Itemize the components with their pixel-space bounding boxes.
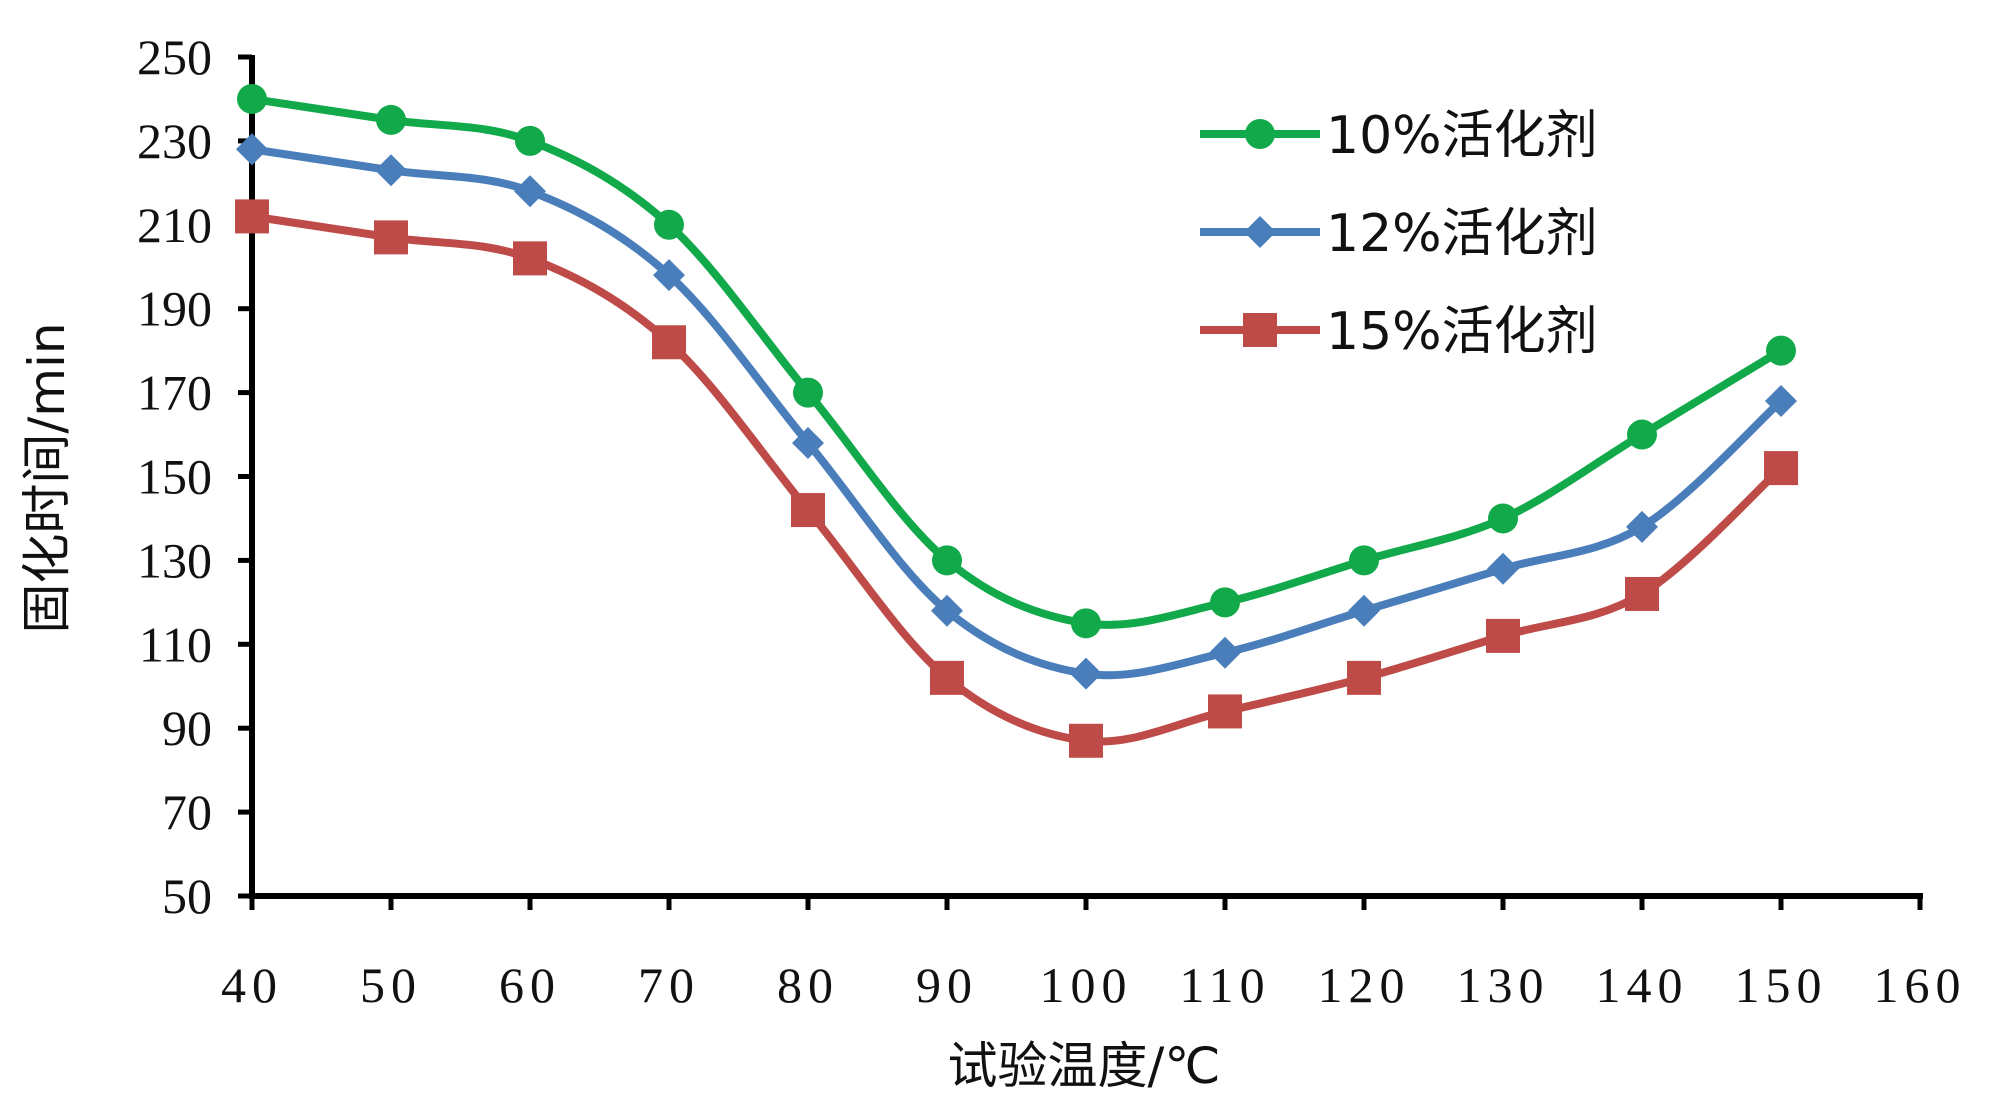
y-tick-label: 190 [137,281,212,337]
data-point [1208,694,1242,729]
y-tick-label: 90 [162,700,212,756]
data-point [1070,657,1102,690]
data-point [235,199,269,234]
data-point [1348,594,1380,627]
series-group [235,83,1798,758]
legend-marker [1244,216,1276,248]
data-point [1349,545,1379,576]
y-axis-title: 固化时间/min [18,322,76,633]
legend-label: 15%活化剂 [1326,302,1598,362]
series-3 [235,199,1798,758]
data-point [1488,503,1518,534]
x-tick-label: 60 [499,957,561,1013]
data-point [654,209,684,240]
data-point [513,241,547,276]
x-tick-label: 110 [1179,957,1270,1013]
data-point [1486,618,1520,653]
data-point [931,594,963,627]
x-tick-label: 120 [1318,957,1411,1013]
data-point [237,83,267,114]
legend-marker [1243,313,1277,347]
data-point [1071,608,1101,639]
legend-item: 15%活化剂 [1200,302,1598,362]
y-tick-label: 230 [137,113,212,169]
y-tick-label: 130 [137,532,212,588]
data-point [793,377,823,408]
series-2 [236,133,1797,690]
data-point [1210,587,1240,618]
x-tick-label: 100 [1040,957,1133,1013]
data-point [1766,335,1796,366]
legend-marker [1245,119,1275,149]
legend-item: 12%活化剂 [1200,204,1598,264]
data-point [1627,419,1657,450]
x-tick-label: 50 [360,957,422,1013]
data-point [1487,552,1519,585]
y-tick-label: 170 [137,365,212,421]
data-point [514,175,546,208]
data-point [374,220,408,255]
data-point [1764,451,1798,486]
data-point [653,259,685,292]
series-line [248,212,1785,746]
x-tick-label: 70 [638,957,700,1013]
x-tick-label: 150 [1735,957,1828,1013]
legend-label: 10%活化剂 [1326,106,1598,166]
legend: 10%活化剂 12%活化剂 15%活化剂 [1200,106,1598,362]
y-tick-label: 50 [162,868,212,924]
data-point [1069,723,1103,758]
y-tick-label: 110 [139,616,212,672]
legend-label: 12%活化剂 [1326,204,1598,264]
x-tick-label: 80 [777,957,839,1013]
data-point [792,426,824,459]
y-tick-label: 150 [137,449,212,505]
data-point [1347,660,1381,695]
data-point [930,660,964,695]
x-tick-label: 140 [1596,957,1689,1013]
legend-item: 10%活化剂 [1200,106,1598,166]
data-point [1625,576,1659,611]
x-tick-label: 90 [916,957,978,1013]
data-point [375,154,407,187]
series-1 [237,83,1796,639]
y-tick-label: 250 [137,29,212,85]
y-tick-label: 70 [162,784,212,840]
data-point [1765,384,1797,417]
x-tick-label: 40 [221,957,283,1013]
x-tick-label: 130 [1457,957,1550,1013]
x-tick-label: 160 [1874,957,1967,1013]
data-point [236,133,268,166]
data-point [932,545,962,576]
y-tick-label: 210 [137,197,212,253]
data-point [652,325,686,360]
data-point [1209,636,1241,669]
data-point [376,104,406,135]
x-axis-title: 试验温度/℃ [948,1037,1221,1095]
data-point [1626,510,1658,543]
data-point [515,125,545,156]
data-point [791,493,825,528]
